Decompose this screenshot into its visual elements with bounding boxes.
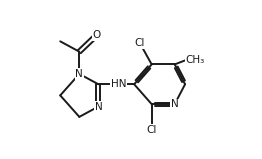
Text: CH₃: CH₃ xyxy=(186,55,205,65)
Text: HN: HN xyxy=(111,79,126,89)
Text: Cl: Cl xyxy=(146,125,157,135)
Text: Cl: Cl xyxy=(135,38,145,48)
Text: N: N xyxy=(95,102,102,111)
Text: O: O xyxy=(93,30,101,40)
Text: N: N xyxy=(171,99,179,109)
Text: N: N xyxy=(75,69,83,79)
